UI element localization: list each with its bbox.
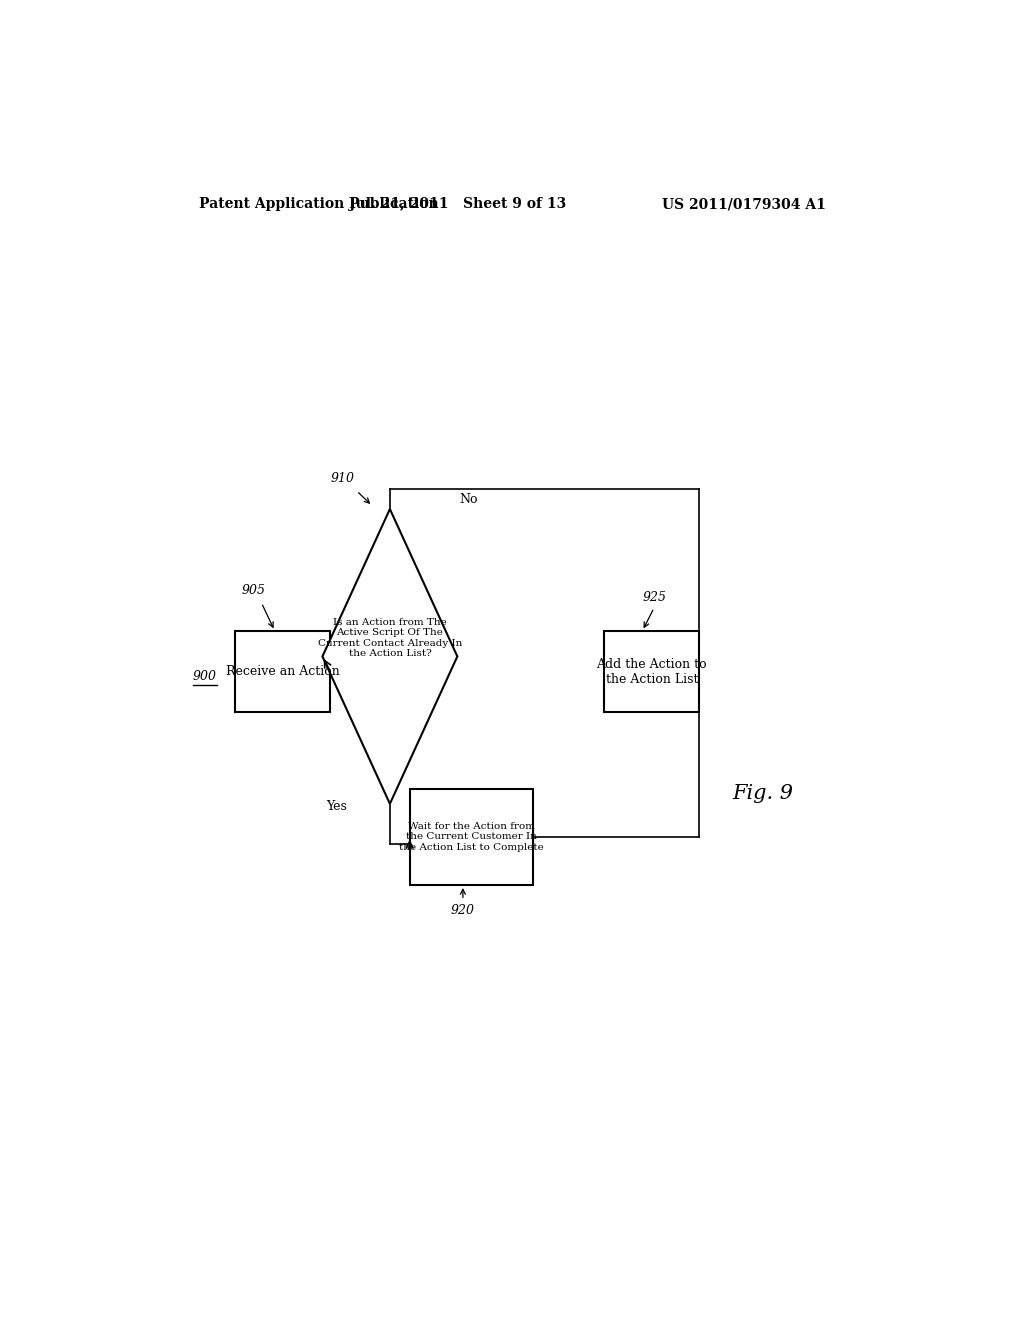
- Text: Is an Action from The
Active Script Of The
Current Contact Already In
the Action: Is an Action from The Active Script Of T…: [317, 618, 462, 659]
- Text: US 2011/0179304 A1: US 2011/0179304 A1: [663, 197, 826, 211]
- Bar: [410, 788, 532, 886]
- Text: 925: 925: [642, 591, 667, 605]
- Text: Yes: Yes: [327, 800, 347, 813]
- Text: Patent Application Publication: Patent Application Publication: [200, 197, 439, 211]
- Text: 905: 905: [242, 583, 265, 597]
- Text: Wait for the Action from
the Current Customer In
the Action List to Complete: Wait for the Action from the Current Cus…: [399, 822, 544, 851]
- Bar: [236, 631, 331, 713]
- Text: 900: 900: [194, 671, 217, 684]
- Text: 910: 910: [331, 473, 354, 484]
- Text: Jul. 21, 2011   Sheet 9 of 13: Jul. 21, 2011 Sheet 9 of 13: [349, 197, 566, 211]
- Text: Fig. 9: Fig. 9: [732, 784, 794, 803]
- Text: Add the Action to
the Action List: Add the Action to the Action List: [596, 657, 708, 685]
- Text: Receive an Action: Receive an Action: [226, 665, 340, 678]
- Polygon shape: [323, 510, 458, 804]
- Bar: [604, 631, 699, 713]
- Text: No: No: [460, 494, 478, 507]
- Text: 920: 920: [451, 904, 475, 917]
